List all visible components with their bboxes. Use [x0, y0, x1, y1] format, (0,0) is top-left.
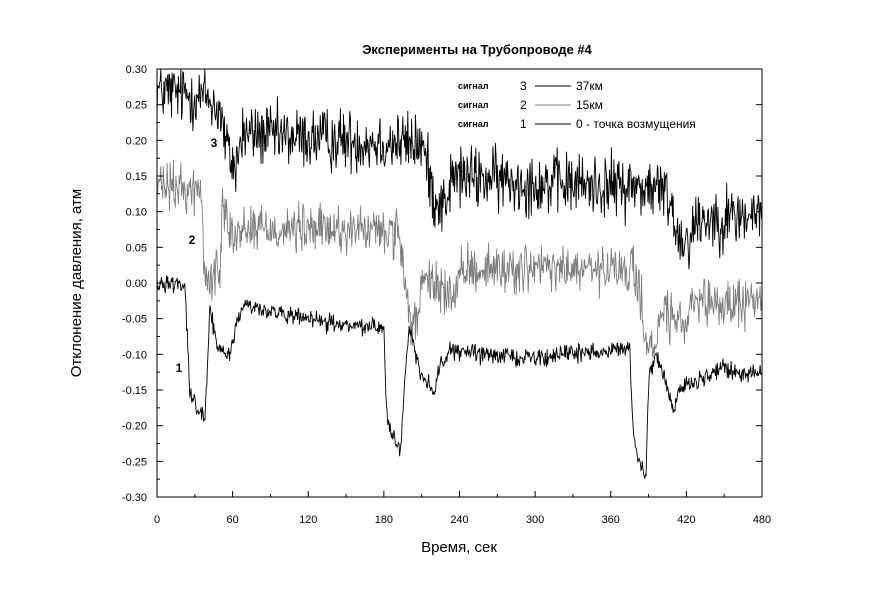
legend-prefix: сигнал: [458, 100, 489, 110]
legend-text: 37км: [576, 79, 603, 93]
series-3-label: 3: [211, 136, 218, 150]
series-layer: [156, 68, 763, 479]
x-tick-label: 120: [299, 514, 317, 526]
y-tick-label: -0.30: [122, 492, 147, 504]
y-axis-label: Отклонение давления, атм: [68, 189, 85, 377]
y-tick-label: 0.15: [126, 171, 147, 183]
series-2-label: 2: [189, 233, 196, 247]
legend-number: 1: [520, 117, 527, 131]
legend-number: 2: [520, 98, 527, 112]
x-tick-label: 360: [602, 514, 620, 526]
x-tick-label: 180: [375, 514, 393, 526]
y-tick-label: 0.05: [126, 242, 147, 254]
legend-text: 0 - точка возмущения: [576, 117, 696, 131]
legend: сигнал 3 37км сигнал 2 15км сигнал 1 0 - точка в…: [458, 79, 696, 131]
legend-text: 15км: [576, 98, 603, 112]
y-tick-label: -0.05: [122, 314, 147, 326]
y-tick-label: -0.25: [122, 456, 147, 468]
x-axis-label: Время, сек: [421, 539, 497, 556]
series-1-label: 1: [176, 361, 183, 375]
legend-prefix: сигнал: [458, 119, 489, 129]
legend-prefix: сигнал: [458, 81, 489, 91]
axis-layer: 0 60 120 180 240 300 360 420 480 0.30 0.25 0.20 0.15…: [122, 64, 771, 526]
y-tick-label: -0.10: [122, 349, 147, 361]
x-tick-label: 480: [753, 514, 771, 526]
x-tick-label: 0: [154, 514, 160, 526]
chart-title: Эксперименты на Трубопроводе #4: [362, 42, 592, 57]
x-tick-label: 420: [677, 514, 695, 526]
y-tick-label: 0.20: [126, 135, 147, 147]
y-tick-label: -0.15: [122, 385, 147, 397]
y-tick-label: -0.20: [122, 421, 147, 433]
x-tick-label: 240: [450, 514, 468, 526]
plot-frame: [156, 68, 763, 498]
series-1-line: [156, 275, 763, 479]
y-tick-label: 0.10: [126, 207, 147, 219]
x-tick-label: 300: [526, 514, 544, 526]
x-tick-label: 60: [227, 514, 239, 526]
series-2-line: [156, 159, 763, 359]
y-tick-label: 0.25: [126, 100, 147, 112]
y-tick-label: 0.30: [126, 64, 147, 76]
series-3-line: [156, 68, 763, 270]
legend-number: 3: [520, 79, 527, 93]
y-tick-label: 0.00: [126, 278, 147, 290]
series-labels: 3 2 1: [176, 136, 218, 375]
